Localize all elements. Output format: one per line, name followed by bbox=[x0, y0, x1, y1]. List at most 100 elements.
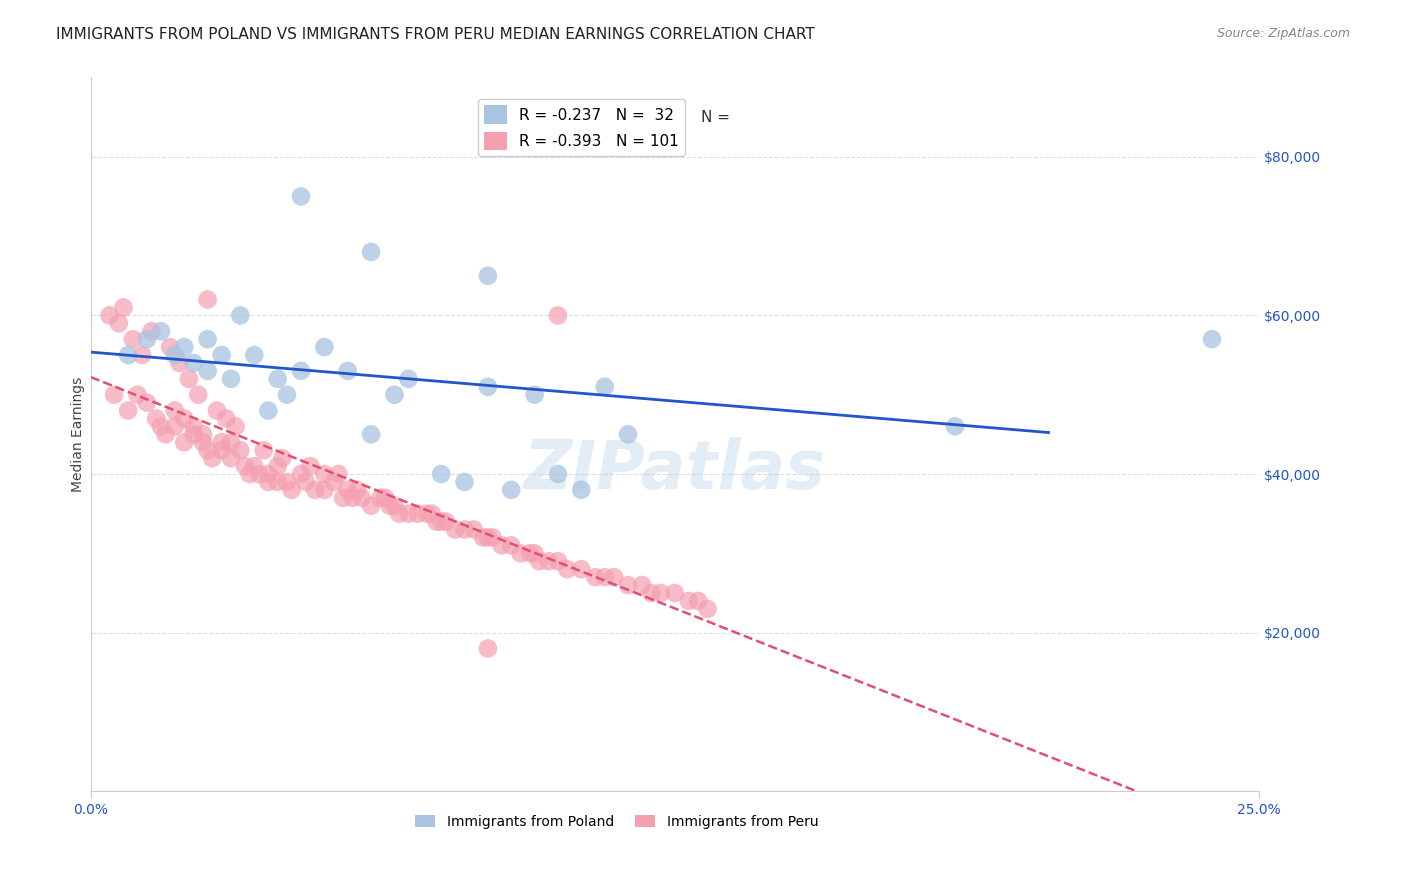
Point bbox=[547, 554, 569, 568]
Point bbox=[472, 531, 495, 545]
Point bbox=[229, 309, 252, 323]
Point bbox=[257, 475, 280, 489]
Point bbox=[197, 293, 219, 307]
Point bbox=[243, 459, 266, 474]
Point bbox=[583, 570, 606, 584]
Point bbox=[537, 554, 560, 568]
Point bbox=[519, 546, 541, 560]
Point bbox=[205, 403, 228, 417]
Point bbox=[509, 546, 531, 560]
Point bbox=[434, 515, 457, 529]
Point bbox=[346, 483, 368, 497]
Point bbox=[211, 348, 233, 362]
Point bbox=[322, 475, 344, 489]
Point bbox=[501, 538, 523, 552]
Point bbox=[117, 403, 139, 417]
Point bbox=[370, 491, 392, 505]
Point bbox=[299, 459, 322, 474]
Text: IMMIGRANTS FROM POLAND VS IMMIGRANTS FROM PERU MEDIAN EARNINGS CORRELATION CHART: IMMIGRANTS FROM POLAND VS IMMIGRANTS FRO… bbox=[56, 27, 815, 42]
Point bbox=[163, 403, 186, 417]
Point bbox=[197, 443, 219, 458]
Point bbox=[477, 268, 499, 283]
Point bbox=[233, 459, 256, 474]
Point bbox=[523, 387, 546, 401]
Point bbox=[477, 531, 499, 545]
Point bbox=[547, 467, 569, 481]
Point bbox=[617, 578, 640, 592]
Y-axis label: Median Earnings: Median Earnings bbox=[72, 376, 86, 492]
Point bbox=[425, 515, 447, 529]
Point bbox=[336, 364, 359, 378]
Point bbox=[314, 483, 336, 497]
Text: N =: N = bbox=[702, 110, 730, 125]
Point bbox=[360, 244, 382, 259]
Point bbox=[149, 419, 172, 434]
Point bbox=[266, 475, 288, 489]
Point bbox=[173, 340, 195, 354]
Point bbox=[183, 419, 205, 434]
Point bbox=[481, 531, 503, 545]
Point bbox=[197, 364, 219, 378]
Point bbox=[112, 301, 135, 315]
Point bbox=[547, 309, 569, 323]
Point bbox=[177, 372, 200, 386]
Point bbox=[197, 332, 219, 346]
Point bbox=[477, 380, 499, 394]
Point bbox=[593, 570, 616, 584]
Point bbox=[453, 475, 475, 489]
Point bbox=[131, 348, 153, 362]
Point bbox=[416, 507, 439, 521]
Point bbox=[569, 483, 592, 497]
Point bbox=[219, 451, 242, 466]
Point bbox=[384, 387, 406, 401]
Point bbox=[173, 411, 195, 425]
Point bbox=[463, 523, 485, 537]
Point bbox=[211, 435, 233, 450]
Point bbox=[290, 467, 312, 481]
Point bbox=[678, 594, 700, 608]
Point bbox=[398, 507, 420, 521]
Point bbox=[388, 507, 411, 521]
Point bbox=[121, 332, 143, 346]
Point bbox=[314, 467, 336, 481]
Point bbox=[145, 411, 167, 425]
Point bbox=[631, 578, 654, 592]
Point bbox=[384, 499, 406, 513]
Point bbox=[501, 483, 523, 497]
Point bbox=[444, 523, 467, 537]
Point bbox=[187, 387, 209, 401]
Point bbox=[406, 507, 429, 521]
Point bbox=[257, 403, 280, 417]
Point bbox=[163, 419, 186, 434]
Point bbox=[294, 475, 316, 489]
Point bbox=[163, 348, 186, 362]
Point bbox=[569, 562, 592, 576]
Point bbox=[247, 467, 270, 481]
Point bbox=[253, 443, 276, 458]
Point bbox=[350, 491, 373, 505]
Point bbox=[328, 467, 350, 481]
Point bbox=[529, 554, 551, 568]
Point bbox=[191, 427, 214, 442]
Legend: Immigrants from Poland, Immigrants from Peru: Immigrants from Poland, Immigrants from … bbox=[409, 809, 824, 834]
Point bbox=[640, 586, 662, 600]
Point bbox=[342, 491, 364, 505]
Point bbox=[98, 309, 121, 323]
Point bbox=[276, 475, 298, 489]
Point bbox=[374, 491, 396, 505]
Point bbox=[271, 451, 294, 466]
Point bbox=[555, 562, 578, 576]
Text: ZIPatlas: ZIPatlas bbox=[524, 437, 825, 503]
Point bbox=[280, 483, 302, 497]
Point bbox=[229, 443, 252, 458]
Point bbox=[243, 348, 266, 362]
Point bbox=[201, 451, 224, 466]
Point bbox=[183, 427, 205, 442]
Point bbox=[257, 467, 280, 481]
Point bbox=[159, 340, 181, 354]
Point bbox=[155, 427, 177, 442]
Point bbox=[304, 483, 326, 497]
Point bbox=[430, 515, 453, 529]
Point bbox=[173, 435, 195, 450]
Point bbox=[378, 499, 401, 513]
